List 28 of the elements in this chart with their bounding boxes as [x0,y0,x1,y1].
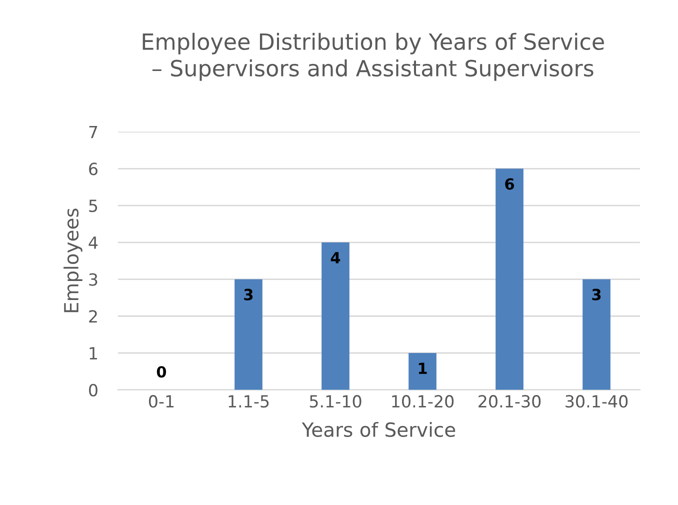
data-label: 4 [330,252,340,264]
y-axis-title: Employees [64,208,82,312]
x-axis-title: Years of Service [302,422,456,438]
bar [582,279,610,390]
bar [408,352,436,390]
x-tick-label: 0-1 [148,395,174,408]
y-tick-label: 2 [89,310,97,322]
chart-title: Employee Distribution by Years of Service – Supervisors and Assistant Supervisors [142,32,604,81]
y-tick-label: 3 [89,273,98,286]
data-label: 3 [592,288,601,300]
bar [234,279,262,390]
bar [496,168,524,390]
x-tick-label: 30.1-40 [566,395,628,408]
x-tick-label: 20.1-30 [478,395,541,408]
data-label: 3 [244,288,253,300]
bar [322,242,350,390]
y-tick-label: 1 [90,347,97,360]
x-tick-label: 1.1-5 [228,395,269,408]
y-tick-label: 6 [89,162,98,176]
y-tick-label: 0 [89,384,98,396]
x-tick-label: 5.1-10 [310,395,362,408]
y-tick-label: 5 [89,200,98,212]
data-label: 0 [156,366,166,378]
x-tick-label: 10.1-20 [392,395,454,408]
data-label: 1 [418,362,427,374]
y-tick-label: 4 [88,236,98,249]
data-label: 6 [505,178,514,190]
y-tick-label: 7 [89,126,98,138]
